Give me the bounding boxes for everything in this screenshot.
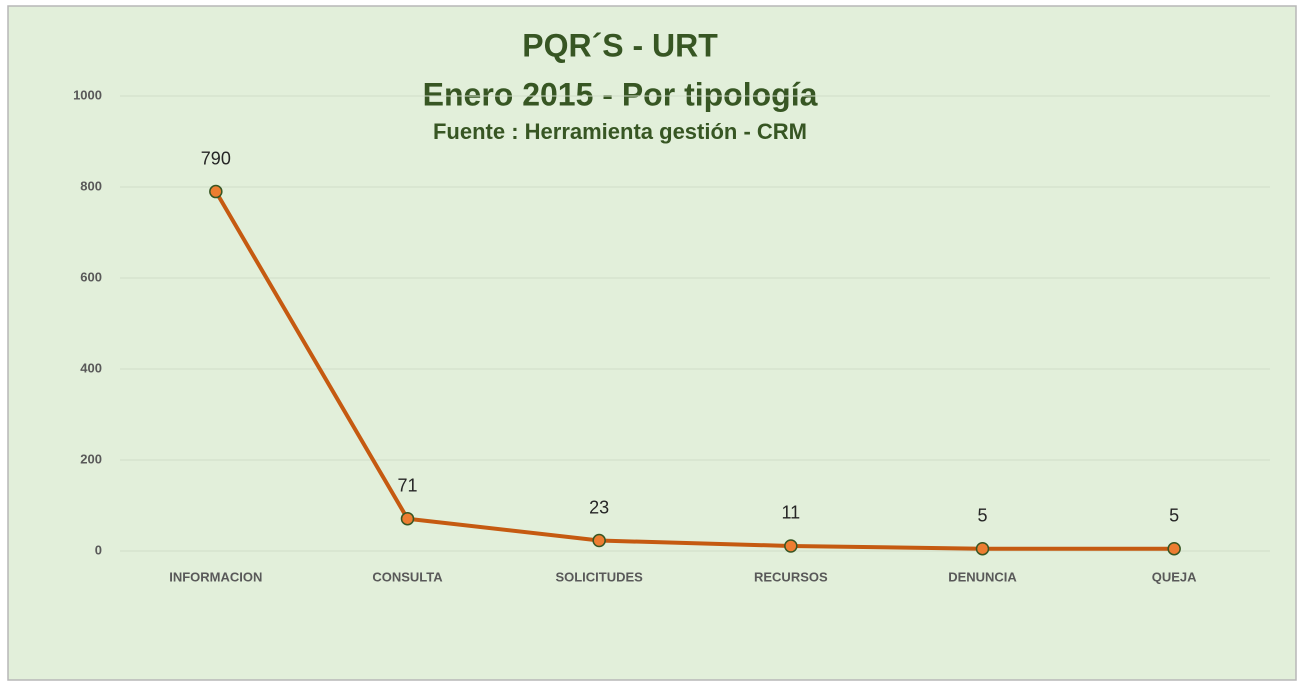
y-tick-label: 0 [95, 542, 102, 557]
x-tick-label: CONSULTA [372, 569, 443, 584]
x-tick-label: INFORMACION [169, 569, 262, 584]
y-tick-label: 800 [80, 178, 102, 193]
x-tick-label: RECURSOS [754, 569, 828, 584]
data-label: 23 [589, 497, 609, 517]
x-tick-label: DENUNCIA [948, 569, 1017, 584]
marker [400, 511, 415, 526]
marker [209, 184, 223, 199]
data-label: 5 [1169, 505, 1179, 525]
x-tick-label: SOLICITUDES [555, 569, 643, 584]
y-tick-label: 600 [80, 269, 102, 284]
data-label: 71 [397, 475, 417, 495]
chart-source: Fuente : Herramienta gestión - CRM [433, 119, 807, 144]
marker [975, 541, 990, 556]
data-label: 790 [201, 148, 231, 168]
data-label: 5 [977, 505, 987, 525]
marker [784, 539, 798, 553]
data-label: 11 [781, 503, 800, 523]
line [214, 190, 1175, 551]
x-tick-label: QUEJA [1152, 569, 1197, 584]
y-tick-label: 200 [80, 451, 102, 466]
chart-background [7, 5, 1297, 681]
y-tick-label: 1000 [73, 87, 102, 102]
y-tick-label: 400 [80, 360, 102, 375]
chart-subtitle: Enero 2015 - Por tipología [423, 76, 818, 112]
marker [1167, 541, 1181, 556]
chart-title: PQR´S - URT [522, 27, 718, 63]
marker [592, 533, 606, 548]
